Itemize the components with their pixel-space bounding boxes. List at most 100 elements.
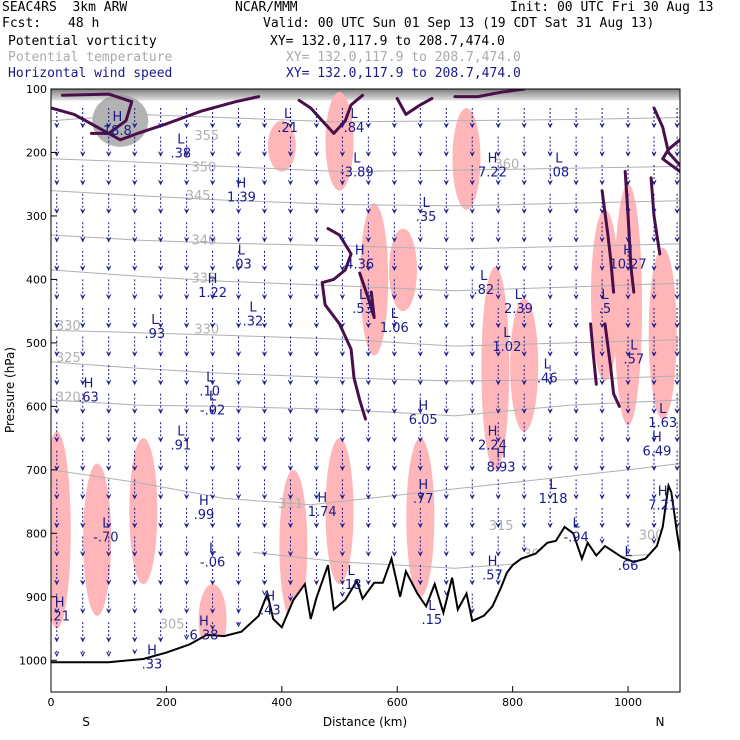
- wind-arrowhead: [417, 551, 423, 557]
- wind-arrowhead: [599, 208, 605, 214]
- wind-arrowhead: [521, 322, 527, 329]
- x-tick-label: 200: [156, 696, 177, 709]
- extremum-type: H: [488, 151, 498, 166]
- wind-arrowhead: [54, 579, 60, 586]
- y-tick-label: 100: [26, 83, 47, 96]
- wind-arrowhead: [625, 237, 631, 243]
- extremum-value: 10.27: [609, 257, 646, 272]
- extremum-value: .10: [199, 384, 220, 399]
- wind-arrowhead: [288, 237, 293, 243]
- wind-arrowhead: [674, 437, 680, 443]
- wind-arrowhead: [573, 437, 579, 443]
- pv-contour: [589, 322, 598, 386]
- wind-arrowhead: [674, 494, 680, 500]
- wind-arrowhead: [236, 322, 241, 329]
- wind-arrowhead: [443, 122, 449, 129]
- wind-arrowhead: [288, 494, 293, 500]
- wind-arrowhead: [314, 265, 319, 272]
- wind-arrowhead: [339, 591, 345, 598]
- wind-arrowhead: [184, 579, 190, 586]
- forecast-hour: 48 h: [68, 16, 100, 31]
- wind-arrowhead: [236, 122, 241, 129]
- legend-wind-xy: XY= 132.0,117.9 to 208.7,474.0: [286, 66, 521, 81]
- wind-arrowhead: [158, 379, 164, 386]
- wind-arrowhead: [547, 408, 553, 414]
- extremum-type: L: [151, 313, 159, 328]
- wind-arrowhead: [674, 237, 680, 243]
- wind-arrowhead: [314, 208, 319, 214]
- extremum-value: 18.8: [103, 124, 132, 139]
- wind-arrowhead: [469, 237, 475, 243]
- wind-arrowhead: [158, 522, 164, 529]
- extremum-value: .03: [231, 257, 252, 272]
- y-tick-label: 200: [26, 146, 47, 159]
- extremum-type: H: [147, 643, 157, 658]
- wind-arrowhead: [365, 579, 371, 586]
- extremum-value: -3.89: [340, 165, 374, 180]
- extremum-value: .32: [243, 315, 264, 330]
- wind-arrowhead: [391, 208, 397, 214]
- wind-arrowhead: [210, 151, 216, 157]
- wind-arrowhead: [210, 465, 216, 471]
- wind-arrowhead: [573, 208, 579, 214]
- wind-arrowhead: [314, 179, 319, 186]
- wind-arrowhead: [132, 208, 138, 214]
- wind-arrowhead: [210, 379, 216, 386]
- wind-arrowhead: [443, 551, 449, 557]
- wind-arrowhead: [339, 579, 345, 586]
- wind-arrowhead: [288, 351, 293, 357]
- wind-arrowhead: [80, 265, 86, 272]
- pv-contours: [51, 89, 680, 421]
- wind-arrowhead: [547, 265, 553, 272]
- theta-label: 335: [192, 272, 217, 287]
- wind-arrowhead: [106, 608, 112, 614]
- y-tick-label: 1000: [19, 654, 47, 667]
- extremum-value: .21: [277, 121, 298, 136]
- wind-arrowhead: [521, 494, 527, 500]
- pink-region: [389, 228, 418, 312]
- wind-arrowhead: [210, 122, 216, 129]
- extremum-value: .99: [194, 508, 215, 523]
- extremum-type: L: [206, 370, 214, 385]
- wind-arrowhead: [262, 294, 267, 300]
- wind-arrowhead: [651, 237, 657, 243]
- wind-arrowhead: [184, 494, 190, 500]
- wind-arrowhead: [158, 408, 164, 414]
- wind-arrowhead: [339, 151, 345, 157]
- wind-arrowhead: [625, 549, 631, 555]
- wind-arrowhead: [417, 351, 423, 357]
- extremum-type: L: [102, 516, 110, 531]
- upper-gray-band: [51, 89, 680, 101]
- wind-arrowhead: [262, 208, 267, 214]
- wind-arrowhead: [314, 408, 319, 414]
- extremum-value: 2.39: [504, 302, 533, 317]
- legend-pv-name: Potential vorticity: [8, 34, 157, 49]
- wind-arrowhead: [54, 122, 60, 129]
- wind-arrowhead: [365, 465, 371, 471]
- wind-arrowhead: [236, 437, 241, 443]
- y-tick-label: 700: [26, 464, 47, 477]
- theta-label: 330: [194, 322, 219, 337]
- wind-arrowhead: [651, 379, 657, 386]
- pink-region: [590, 209, 619, 381]
- organization: NCAR/MMM: [235, 0, 298, 15]
- wind-arrowhead: [521, 408, 527, 414]
- legend-theta-name: Potential temperature: [8, 50, 173, 65]
- wind-arrowhead: [443, 265, 449, 272]
- wind-arrowhead: [158, 322, 164, 329]
- wind-arrowhead: [80, 179, 86, 186]
- wind-arrowhead: [132, 122, 138, 129]
- wind-arrowhead: [158, 294, 164, 300]
- wind-arrowhead: [339, 494, 345, 500]
- extremum-type: H: [112, 110, 122, 125]
- wind-arrowhead: [674, 122, 680, 129]
- wind-arrowhead: [106, 294, 112, 300]
- theta-label: 350: [192, 161, 217, 176]
- wind-arrowhead: [210, 294, 216, 300]
- wind-arrowhead: [184, 408, 190, 414]
- extremum-value: .08: [548, 165, 569, 180]
- wind-arrowhead: [469, 522, 475, 529]
- extremum-type: H: [623, 243, 633, 258]
- wind-arrowhead: [469, 322, 475, 329]
